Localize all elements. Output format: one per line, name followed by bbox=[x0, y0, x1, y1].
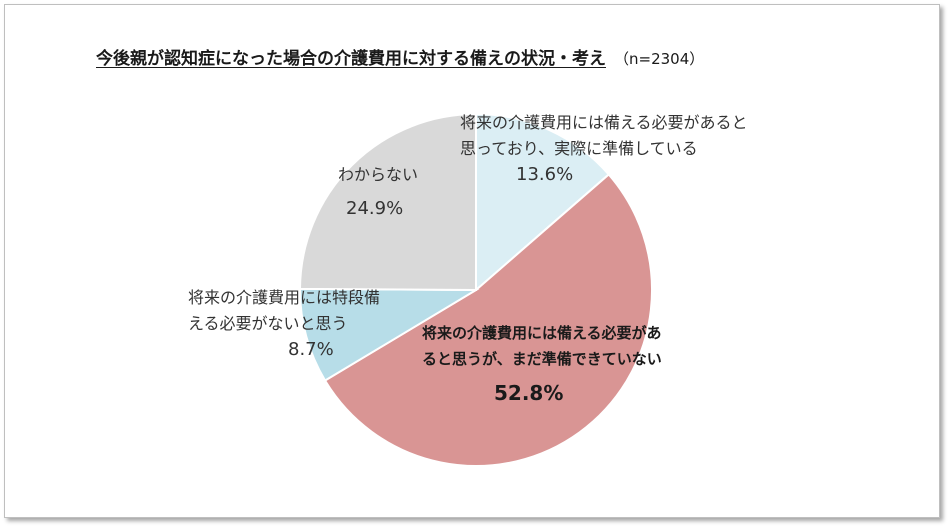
slice-prepared bbox=[475, 112, 611, 293]
slice-unknown bbox=[298, 112, 477, 292]
slice-label-unknown: わからない 24.9% bbox=[338, 162, 418, 222]
slice-label-no-need: 将来の介護費用には特段備 える必要がないと思う 8.7% bbox=[188, 285, 380, 363]
slice-label-not-yet-line1: 将来の介護費用には備える必要があ bbox=[422, 324, 662, 342]
chart-title-block: 今後親が認知症になった場合の介護費用に対する備えの状況・考え （n=2304） bbox=[96, 44, 704, 69]
slice-not-yet bbox=[323, 173, 653, 467]
slice-value-not-yet: 52.8% bbox=[494, 381, 564, 405]
chart-title: 今後親が認知症になった場合の介護費用に対する備えの状況・考え bbox=[96, 49, 606, 69]
slice-no-need bbox=[298, 287, 480, 382]
slice-label-not-yet: 将来の介護費用には備える必要があ ると思うが、まだ準備できていない 52.8% bbox=[422, 320, 662, 406]
slice-label-no-need-line1: 将来の介護費用には特段備 bbox=[188, 288, 381, 307]
sample-size: （n=2304） bbox=[614, 50, 705, 68]
slice-label-prepared-line1: 将来の介護費用には備える必要があると bbox=[460, 113, 748, 132]
slice-label-no-need-line2: える必要がないと思う bbox=[188, 314, 348, 333]
slice-label-prepared-line2: 思っており、実際に準備している bbox=[460, 139, 698, 158]
slice-label-unknown-line1: わからない bbox=[338, 165, 419, 184]
slice-value-no-need: 8.7% bbox=[288, 339, 334, 360]
slice-label-prepared: 将来の介護費用には備える必要があると 思っており、実際に準備している 13.6% bbox=[460, 110, 748, 188]
slice-value-unknown: 24.9% bbox=[346, 198, 404, 219]
slice-value-prepared: 13.6% bbox=[516, 164, 574, 185]
slice-label-not-yet-line2: ると思うが、まだ準備できていない bbox=[422, 350, 662, 368]
